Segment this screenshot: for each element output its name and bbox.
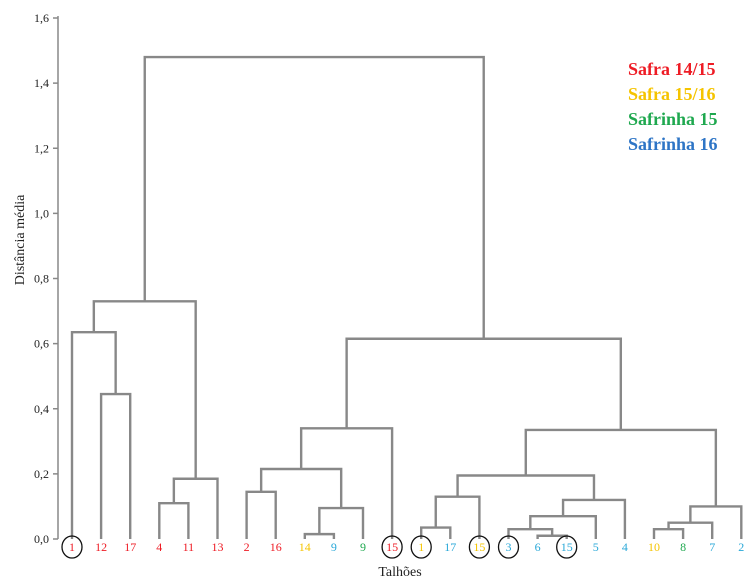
dendrogram-link xyxy=(524,428,718,507)
leaf-3: 4 xyxy=(156,540,162,554)
leaf-label: 2 xyxy=(244,540,250,554)
leaf-label: 1 xyxy=(418,540,424,554)
leaf-9: 9 xyxy=(331,540,337,554)
leaf-5: 13 xyxy=(212,540,224,554)
y-tick-label: 0,4 xyxy=(34,402,49,416)
dendrogram-link xyxy=(318,506,365,539)
dendrogram-link xyxy=(299,427,394,539)
leaf-highlight-circle xyxy=(497,535,520,559)
leaf-10: 9 xyxy=(360,540,366,554)
dendrogram-link xyxy=(172,477,219,539)
leaf-label: 10 xyxy=(648,540,660,554)
dendrogram-link xyxy=(99,392,132,539)
leaf-12: 1 xyxy=(410,535,432,559)
dendrogram-link xyxy=(245,490,277,539)
dendrogram-link xyxy=(434,495,481,539)
leaf-highlight-circle xyxy=(410,535,432,559)
leaf-19: 4 xyxy=(622,540,628,554)
y-tick-label: 1,4 xyxy=(34,76,49,90)
legend-entry: Safra 15/16 xyxy=(628,84,716,104)
leaf-highlight-circle xyxy=(61,535,83,559)
dendrogram-links xyxy=(70,55,743,539)
x-axis-title: Talhões xyxy=(378,565,421,580)
leaf-0: 1 xyxy=(61,535,83,559)
leaf-highlight-circle xyxy=(556,535,578,559)
leaf-21: 8 xyxy=(680,540,686,554)
y-tick-label: 1,2 xyxy=(34,141,49,155)
leaf-label: 1 xyxy=(69,540,75,554)
y-tick-label: 0,2 xyxy=(34,467,49,481)
leaf-label: 3 xyxy=(506,540,512,554)
leaf-label: 4 xyxy=(156,540,162,554)
leaf-label: 9 xyxy=(360,540,366,554)
dendrogram-link xyxy=(143,55,485,339)
leaf-label: 13 xyxy=(212,540,224,554)
leaf-label: 5 xyxy=(593,540,599,554)
dendrogram-link xyxy=(652,528,685,539)
leaf-14: 15 xyxy=(468,535,491,559)
leaf-label: 15 xyxy=(561,540,573,554)
leaf-label: 8 xyxy=(680,540,686,554)
y-tick-label: 0,0 xyxy=(34,532,49,546)
leaf-label: 11 xyxy=(183,540,195,554)
leaf-15: 3 xyxy=(497,535,520,559)
leaf-17: 15 xyxy=(556,535,578,559)
leaf-label: 12 xyxy=(95,540,107,554)
dendrogram-link xyxy=(92,300,197,479)
dendrogram-link xyxy=(158,501,190,539)
leaf-1: 12 xyxy=(95,540,107,554)
dendrogram-link xyxy=(667,521,714,539)
leaf-label: 14 xyxy=(299,540,311,554)
leaf-labels: 1 12 17 4 11 13 2 16 14 9 9 15 1 17 15 3 6 15 5 4 10 8 7 2 xyxy=(61,535,744,559)
leaf-20: 10 xyxy=(648,540,660,554)
dendrogram-link xyxy=(345,337,623,430)
leaf-highlight-circle xyxy=(381,535,403,559)
leaf-22: 7 xyxy=(709,540,715,554)
leaf-4: 11 xyxy=(183,540,195,554)
leaf-16: 6 xyxy=(535,540,541,554)
leaf-label: 9 xyxy=(331,540,337,554)
y-axis-title: Distância média xyxy=(13,194,28,285)
y-tick-label: 0,6 xyxy=(34,337,49,351)
leaf-label: 15 xyxy=(386,540,398,554)
dendrogram-link xyxy=(561,498,627,539)
leaf-label: 16 xyxy=(270,540,282,554)
legend-entry: Safrinha 16 xyxy=(628,134,718,154)
leaf-2: 17 xyxy=(124,540,136,554)
legend: Safra 14/15 Safra 15/16 Safrinha 15 Safrinh… xyxy=(628,59,718,154)
dendrogram-link xyxy=(70,331,117,539)
leaf-label: 17 xyxy=(444,540,456,554)
leaf-6: 2 xyxy=(244,540,250,554)
dendrogram-link xyxy=(259,467,343,509)
leaf-label: 7 xyxy=(709,540,715,554)
dendrogram-link xyxy=(536,534,568,539)
dendrogram-link xyxy=(507,528,554,539)
leaf-18: 5 xyxy=(593,540,599,554)
leaf-highlight-circle xyxy=(468,535,491,559)
y-tick-label: 1,6 xyxy=(34,11,49,25)
dendrogram-link xyxy=(689,505,743,539)
leaf-label: 4 xyxy=(622,540,628,554)
y-axis: 0,0 0,2 0,4 0,6 0,8 1,0 1,2 1,4 1,6 xyxy=(34,11,59,546)
dendrogram-link xyxy=(303,532,336,539)
legend-entry: Safrinha 15 xyxy=(628,109,718,129)
leaf-13: 17 xyxy=(444,540,456,554)
leaf-label: 17 xyxy=(124,540,136,554)
leaf-label: 2 xyxy=(738,540,744,554)
y-tick-label: 1,0 xyxy=(34,206,49,220)
leaf-8: 14 xyxy=(299,540,311,554)
leaf-label: 6 xyxy=(535,540,541,554)
leaf-7: 16 xyxy=(270,540,282,554)
legend-entry: Safra 14/15 xyxy=(628,59,716,79)
leaf-11: 15 xyxy=(381,535,403,559)
leaf-23: 2 xyxy=(738,540,744,554)
y-tick-label: 0,8 xyxy=(34,272,49,286)
leaf-label: 15 xyxy=(473,540,485,554)
